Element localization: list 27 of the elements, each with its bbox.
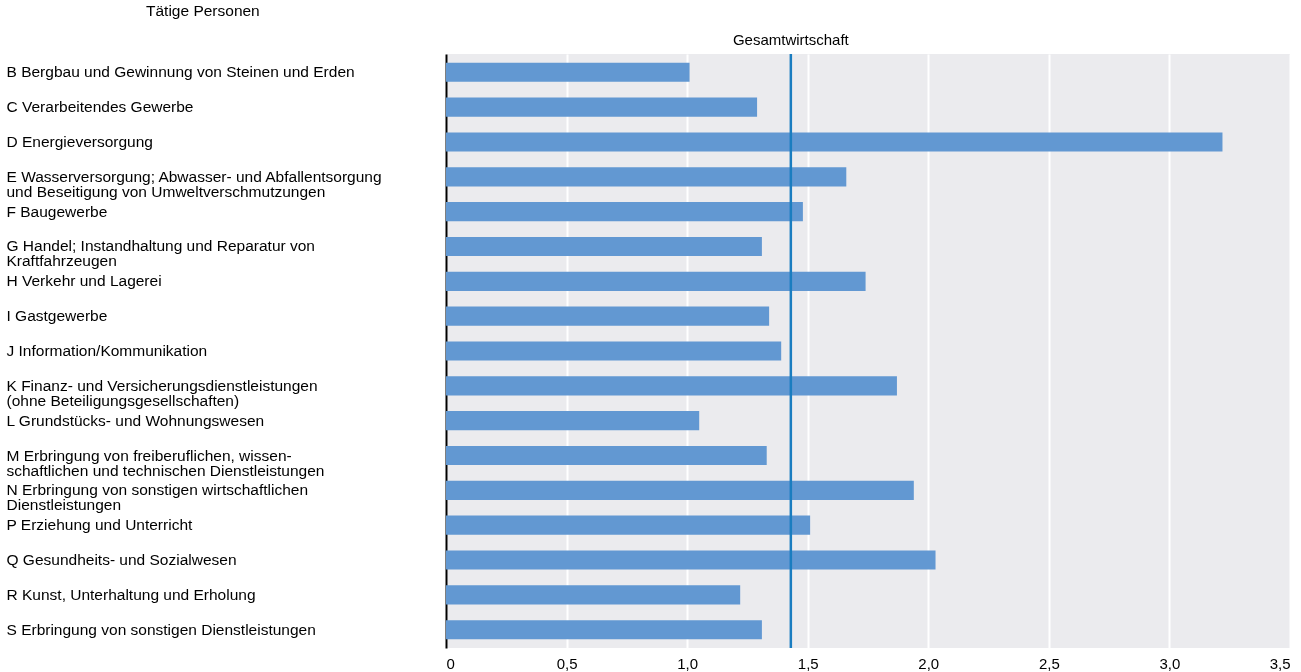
y-tick-label: J Information/Kommunikation <box>6 342 208 359</box>
y-tick-label: B Bergbau und Gewinnung von Steinen und Erden <box>6 63 355 81</box>
x-tick-label: 2,0 <box>918 654 940 672</box>
y-tick-label: G Handel; Instandhaltung und Reparatur von Kraftfahrzeugen <box>6 237 315 270</box>
x-tick-label: 3,0 <box>1159 654 1181 672</box>
x-tick-label: 1,5 <box>797 654 819 672</box>
y-tick-label: L Grundstücks- und Wohnungswesen <box>6 411 265 429</box>
y-tick-label: K Finanz- und Versicherungsdienstleistungen (ohne Beteiligungsgesellschaften) <box>6 376 318 409</box>
x-tick-label: 0 <box>446 654 455 672</box>
y-tick-label: I Gastgewerbe <box>6 307 108 325</box>
x-tick-label: 0,5 <box>556 654 578 672</box>
y-tick-label: E Wasserversorgung; Abwasser- und Abfallentsorgung und Beseitigung von Umweltverschmutzungen <box>6 167 382 200</box>
y-tick-label: M Erbringung von freiberuflichen, wissen- schaftlichen und technischen Dienstleistungen <box>6 446 325 479</box>
x-tick-label: 2,5 <box>1038 654 1060 672</box>
y-tick-label: H Verkehr und Lagerei <box>6 272 162 290</box>
x-tick-label: 1,0 <box>677 654 699 672</box>
y-tick-label: C Verarbeitendes Gewerbe <box>6 98 194 116</box>
y-tick-label: D Energieversorgung <box>6 132 153 150</box>
y-tick-label: N Erbringung von sonstigen wirtschaftlichen Dienstleistungen <box>6 481 309 514</box>
y-tick-label: P Erziehung und Unterricht <box>6 516 194 534</box>
ref-line-label: Gesamtwirtschaft <box>732 31 850 48</box>
text: Tätige Personen <box>146 1 260 19</box>
y-tick-label: S Erbringung von sonstigen Dienstleistungen <box>6 620 316 638</box>
x-tick-label: 3,5 <box>1269 654 1291 672</box>
y-tick-label: Q Gesundheits- und Sozialwesen <box>6 551 237 569</box>
y-tick-label: F Baugewerbe <box>6 202 108 220</box>
y-tick-label: R Kunst, Unterhaltung und Erholung <box>6 585 256 603</box>
